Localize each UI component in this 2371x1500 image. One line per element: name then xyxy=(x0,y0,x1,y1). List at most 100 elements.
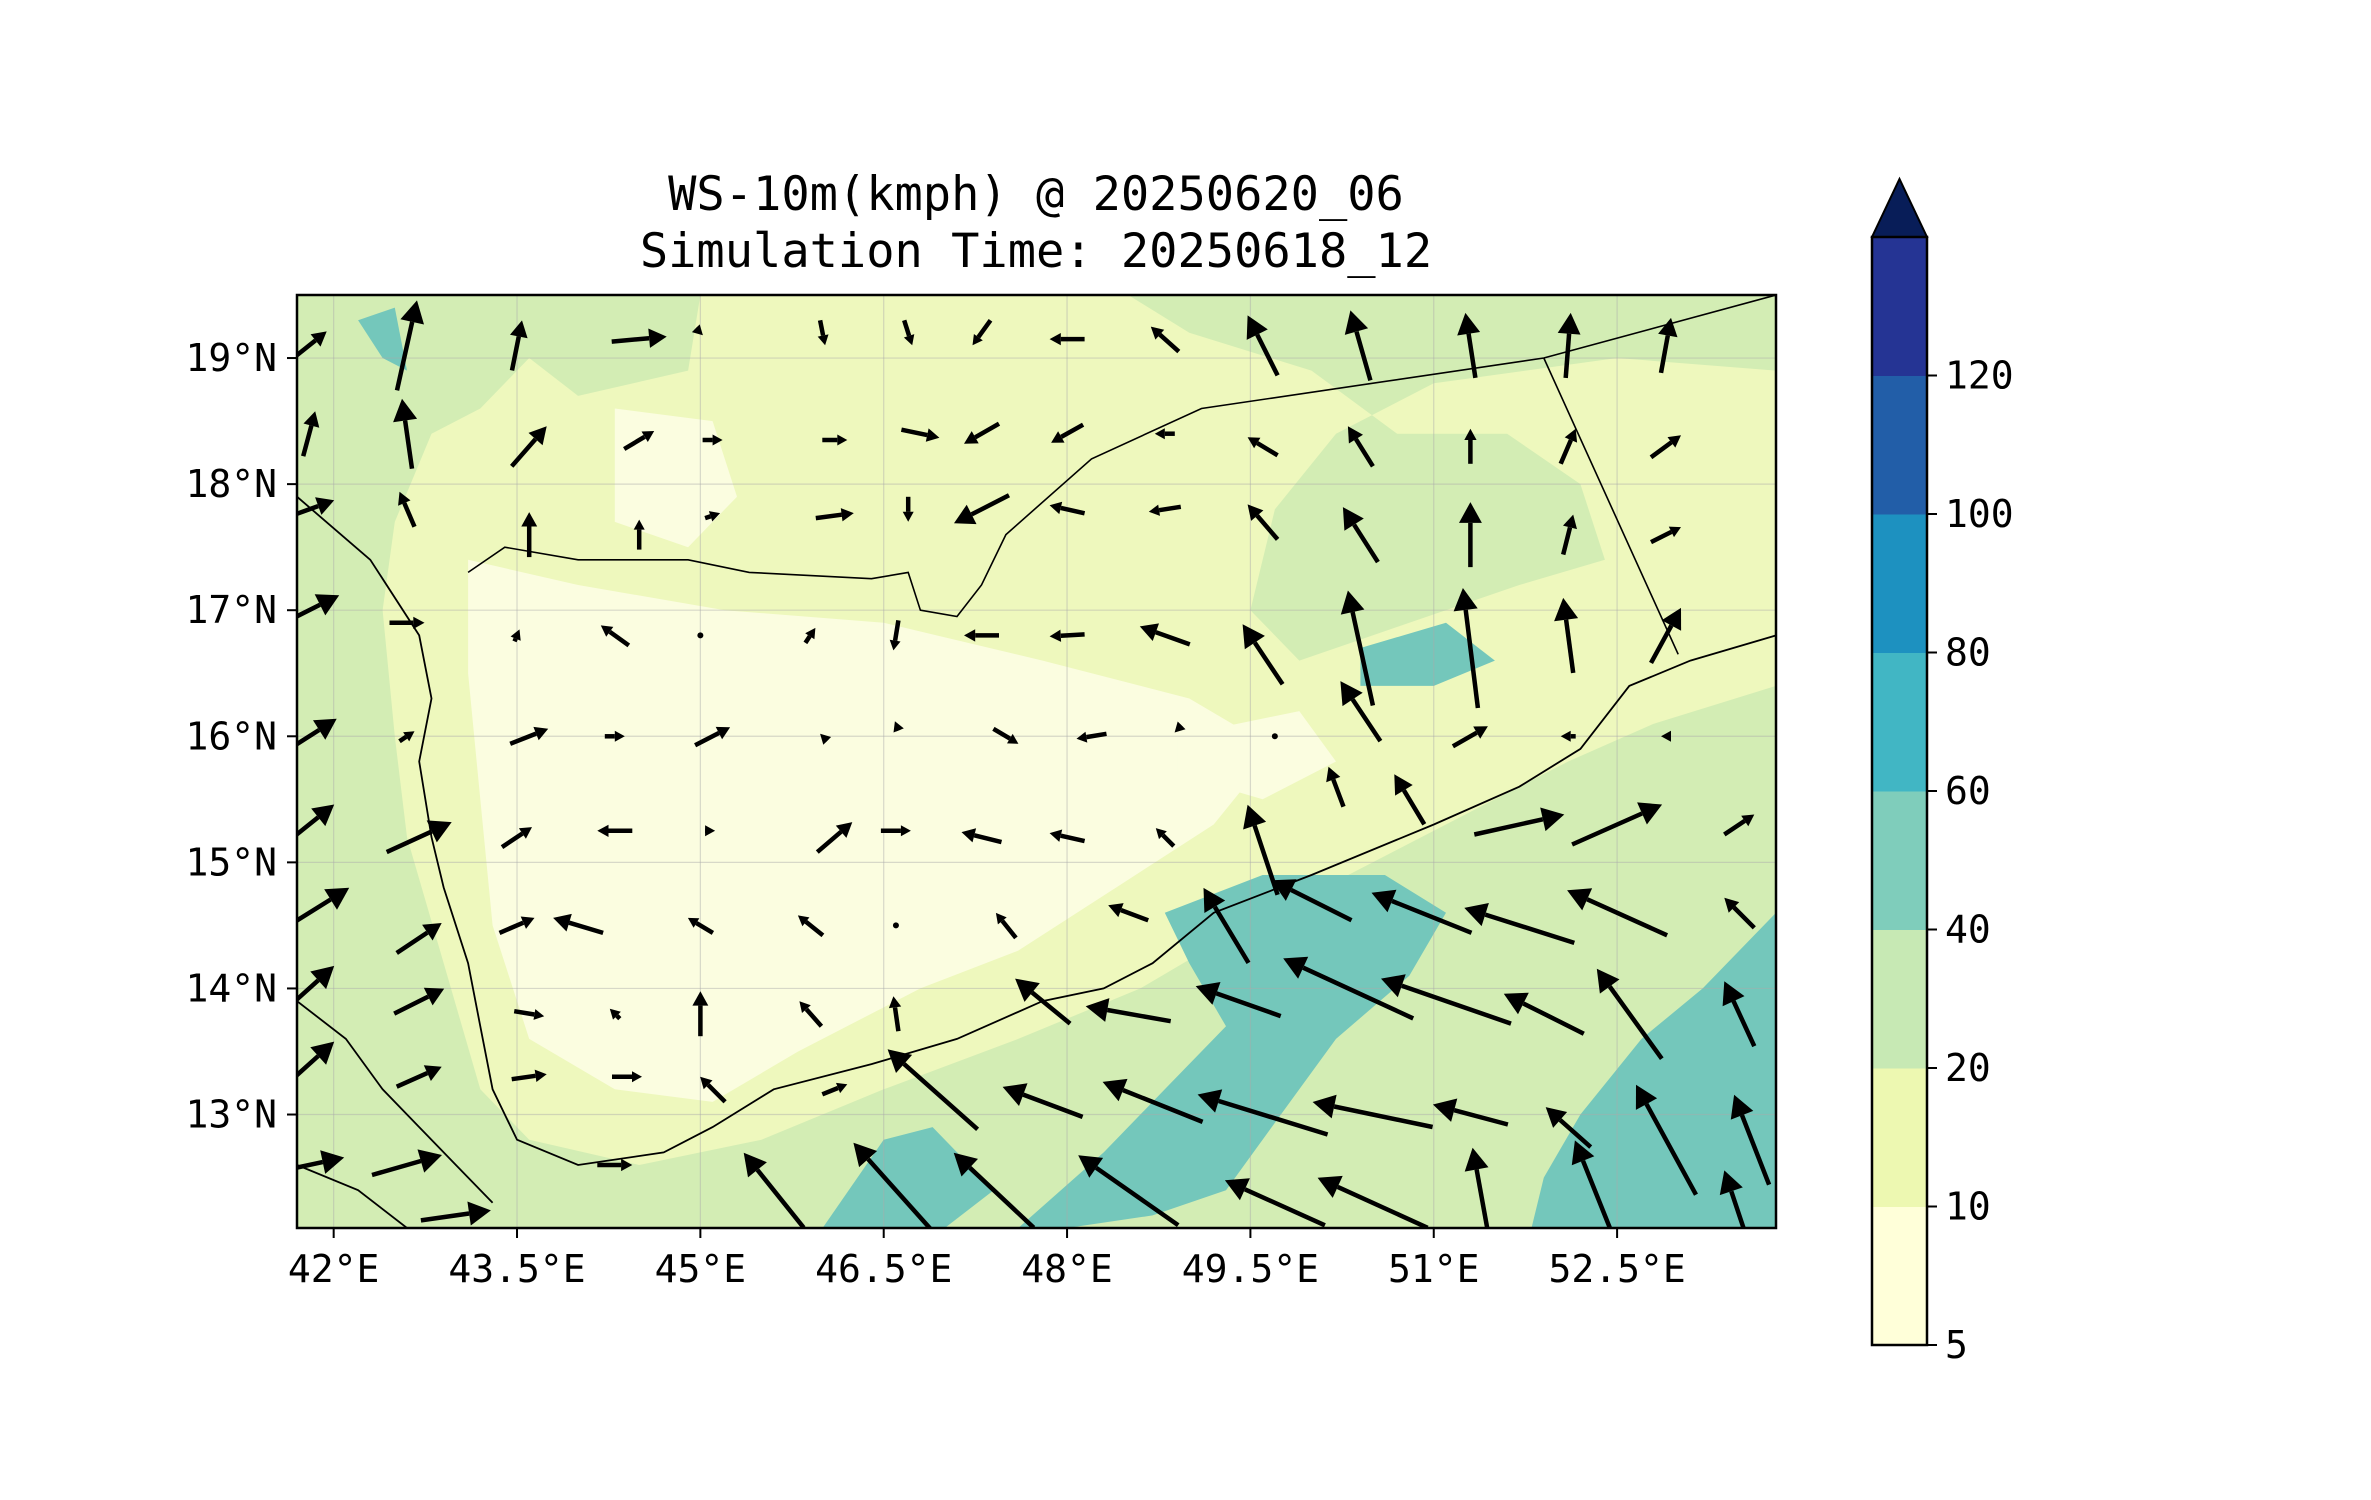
wind-vector-36 xyxy=(902,496,914,522)
x-tick-label-2: 45°E xyxy=(655,1247,747,1291)
wind-vector-123 xyxy=(511,1069,547,1082)
coastline-yemen-oman xyxy=(297,496,1776,1166)
fill-band-lt10-north xyxy=(614,408,737,548)
wind-vector-28 xyxy=(1558,428,1578,465)
wind-vector-24 xyxy=(1154,428,1175,440)
wind-vector-field xyxy=(297,300,1772,1228)
wind-vector-15 xyxy=(1658,317,1678,374)
wind-vector-147 xyxy=(1571,1140,1613,1228)
wind-vector-31 xyxy=(398,491,417,528)
x-tick-label-0: 42°E xyxy=(288,1247,380,1291)
wind-vector-110 xyxy=(692,991,709,1037)
wind-vector-7 xyxy=(902,319,915,346)
wind-vector-84 xyxy=(1155,828,1176,848)
wind-vector-9 xyxy=(1049,333,1085,346)
wind-vector-10 xyxy=(1150,326,1181,354)
wind-vector-108 xyxy=(513,1008,545,1020)
wind-vector-127 xyxy=(887,1049,980,1131)
wind-vector-89 xyxy=(1571,802,1663,847)
wind-vector-4 xyxy=(611,328,667,348)
wind-vector-87 xyxy=(1394,774,1427,826)
wind-vector-43 xyxy=(1561,514,1577,556)
wind-vector-47 xyxy=(510,629,521,643)
wind-vector-78 xyxy=(597,824,633,837)
colorbar-label-7: 120 xyxy=(1945,354,2014,398)
border-saudi-arabia-oman xyxy=(1543,295,1776,359)
fill-band-40-60-inland xyxy=(1360,622,1495,686)
wind-vector-66 xyxy=(893,721,904,733)
wind-vector-39 xyxy=(1148,504,1182,516)
wind-vector-133 xyxy=(1545,1107,1593,1149)
wind-vector-51 xyxy=(889,620,901,651)
x-tick-label-5: 49.5°E xyxy=(1182,1247,1319,1291)
y-tick-label-1: 18°N xyxy=(185,462,277,506)
wind-vector-73 xyxy=(1560,730,1576,742)
wind-vector-12 xyxy=(1344,310,1373,382)
wind-vector-103 xyxy=(1464,903,1575,946)
wind-vector-20 xyxy=(822,434,848,446)
colorbar-label-1: 10 xyxy=(1945,1185,1991,1229)
wind-vector-33 xyxy=(633,519,645,550)
wind-vector-35 xyxy=(815,508,854,522)
wind-vector-136 xyxy=(297,1150,345,1174)
y-tick-label-2: 17°N xyxy=(185,588,277,632)
wind-vector-13 xyxy=(1457,312,1481,379)
colorbar-segment-5 xyxy=(1872,514,1927,653)
wind-vector-27 xyxy=(1464,428,1477,464)
wind-vector-49 xyxy=(697,632,704,639)
wind-vector-19 xyxy=(702,434,723,446)
wind-vector-142 xyxy=(953,1152,1036,1228)
border-yemen-saudi-arabia xyxy=(467,357,1544,618)
wind-vector-104 xyxy=(1567,888,1669,938)
wind-vector-0 xyxy=(297,331,327,359)
wind-vector-70 xyxy=(1271,733,1278,740)
wind-vector-48 xyxy=(600,625,631,648)
wind-vector-34 xyxy=(704,511,721,522)
colorbar-segment-1 xyxy=(1872,1068,1927,1207)
chart-title-line2: Simulation Time: 20250618_12 xyxy=(640,224,1432,279)
wind-vector-88 xyxy=(1473,807,1565,837)
y-tick-label-3: 16°N xyxy=(185,714,277,758)
wind-vector-117 xyxy=(1381,974,1512,1026)
wind-vector-106 xyxy=(297,965,335,1003)
colorbar-label-2: 20 xyxy=(1945,1046,1991,1090)
wind-vector-56 xyxy=(1340,590,1376,706)
wind-vector-141 xyxy=(853,1142,933,1228)
wind-vector-22 xyxy=(964,421,1001,444)
coastline-djibouti xyxy=(297,1164,408,1228)
colorbar-label-5: 80 xyxy=(1945,631,1991,675)
x-tick-label-7: 52.5°E xyxy=(1548,1247,1685,1291)
wind-vector-61 xyxy=(398,731,415,744)
wind-vector-32 xyxy=(521,512,538,558)
y-tick-label-4: 15°N xyxy=(185,840,277,884)
wind-vector-50 xyxy=(803,627,816,645)
wind-vector-118 xyxy=(1503,992,1585,1036)
wind-vector-129 xyxy=(1102,1078,1204,1124)
wind-vector-135 xyxy=(1730,1094,1772,1186)
wind-vector-52 xyxy=(964,629,999,642)
wind-vector-14 xyxy=(1557,312,1581,379)
fill-band-40-60-gulf-west xyxy=(822,1127,994,1228)
fill-band-lt10-interior xyxy=(468,559,1275,1102)
wind-vector-37 xyxy=(954,493,1011,525)
wind-vector-5 xyxy=(691,324,703,336)
wind-vector-121 xyxy=(297,1041,335,1079)
fill-band-40-60-gulf-center xyxy=(1018,875,1446,1228)
colorbar-label-3: 40 xyxy=(1945,908,1991,952)
wind-vector-25 xyxy=(1247,437,1279,458)
wind-vector-124 xyxy=(612,1071,642,1083)
colorbar-label-6: 100 xyxy=(1945,492,2014,536)
wind-vector-100 xyxy=(1203,887,1251,965)
coastlines-and-borders xyxy=(297,295,1776,1228)
wind-vector-128 xyxy=(1002,1083,1084,1120)
wind-vector-116 xyxy=(1283,956,1415,1021)
wind-vector-95 xyxy=(687,917,715,935)
wind-vector-63 xyxy=(604,730,625,742)
wind-vector-79 xyxy=(705,825,716,837)
wind-vector-64 xyxy=(694,726,731,748)
wind-vector-6 xyxy=(817,319,829,346)
wind-vector-57 xyxy=(1453,588,1481,709)
wind-vector-94 xyxy=(553,913,604,936)
wind-vector-115 xyxy=(1195,982,1282,1019)
colorbar: 5 10 20 40 60 80 100 120 xyxy=(1870,176,2014,1367)
